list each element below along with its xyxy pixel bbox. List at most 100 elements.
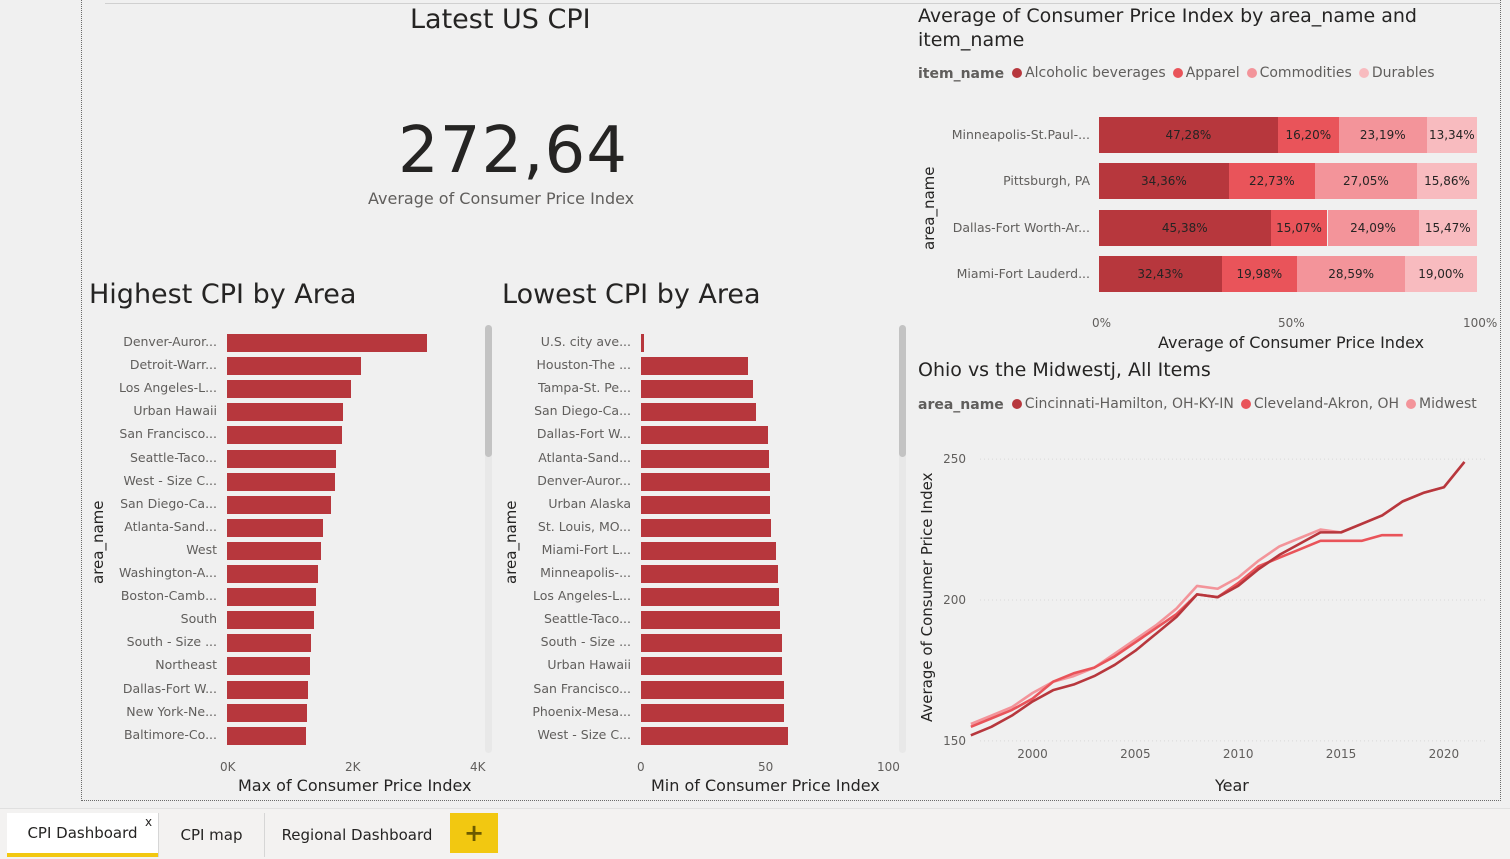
- highest-scrollbar-thumb[interactable]: [485, 325, 492, 457]
- stacked-y-axis-title: area_name: [920, 166, 938, 251]
- highest-category-label: West: [186, 541, 217, 557]
- lowest-bar[interactable]: [641, 541, 776, 560]
- highest-bar[interactable]: [227, 518, 323, 537]
- lowest-category-label: Urban Hawaii: [547, 657, 631, 673]
- stacked-legend-item[interactable]: Durables: [1358, 65, 1435, 81]
- stacked-bar-segment[interactable]: 16,20%: [1277, 117, 1339, 153]
- highest-scrollbar[interactable]: [485, 325, 492, 753]
- highest-bar[interactable]: [227, 472, 336, 491]
- stacked-bar-segment[interactable]: 28,59%: [1297, 256, 1406, 292]
- stacked-bar-segment[interactable]: 24,09%: [1327, 210, 1419, 246]
- stacked-bar-segment[interactable]: 32,43%: [1099, 256, 1222, 292]
- line-legend-item[interactable]: Midwest: [1406, 396, 1477, 412]
- stacked-bar-segment[interactable]: 19,00%: [1405, 256, 1477, 292]
- stacked-legend-label: Alcoholic beverages: [1025, 65, 1166, 81]
- highest-bar[interactable]: [227, 495, 331, 514]
- lowest-bar[interactable]: [641, 357, 749, 376]
- highest-bar[interactable]: [227, 565, 318, 583]
- lowest-scrollbar-thumb[interactable]: [899, 325, 906, 457]
- lowest-bar[interactable]: [641, 726, 789, 745]
- highest-bar[interactable]: [227, 680, 308, 699]
- highest-bar[interactable]: [227, 657, 310, 676]
- highest-category-label: Northeast: [155, 657, 217, 673]
- stacked-bar-segment[interactable]: 15,86%: [1417, 163, 1477, 199]
- highest-bar[interactable]: [227, 449, 336, 468]
- stacked-bar-segment[interactable]: 47,28%: [1099, 117, 1278, 153]
- lowest-category-label: San Diego-Ca...: [534, 403, 631, 419]
- highest-bar[interactable]: [227, 426, 342, 445]
- lowest-bar[interactable]: [641, 472, 770, 491]
- highest-bar[interactable]: [227, 357, 362, 376]
- lowest-category-label: Dallas-Fort W...: [536, 426, 631, 442]
- tab-regional-dashboard[interactable]: Regional Dashboard: [265, 813, 449, 857]
- stacked-bar-segment[interactable]: 13,34%: [1426, 117, 1478, 153]
- highest-bar[interactable]: [227, 611, 314, 630]
- legend-dot-icon: [1246, 68, 1257, 78]
- line-series-2[interactable]: [970, 461, 1466, 726]
- line-series-1[interactable]: [970, 533, 1403, 729]
- stacked-legend-label: Commodities: [1259, 65, 1352, 81]
- lowest-bar[interactable]: [641, 380, 754, 399]
- stacked-bar-segment[interactable]: 45,38%: [1099, 210, 1271, 246]
- highest-category-label: Washington-A...: [119, 565, 217, 580]
- line-legend-item[interactable]: Cincinnati-Hamilton, OH-KY-IN: [1011, 396, 1234, 412]
- lowest-category-label: Denver-Auror...: [537, 472, 631, 488]
- lowest-bar[interactable]: [641, 495, 770, 514]
- line-legend-item[interactable]: Cleveland-Akron, OH: [1240, 396, 1399, 412]
- highest-category-label: South - Size ...: [126, 634, 217, 650]
- stacked-bar-segment[interactable]: 15,07%: [1270, 210, 1328, 246]
- highest-bar[interactable]: [227, 334, 427, 352]
- lowest-bar[interactable]: [641, 334, 644, 352]
- lowest-bar[interactable]: [641, 518, 771, 537]
- tab-cpi-dashboard[interactable]: CPI Dashboard: [7, 813, 158, 857]
- highest-bar[interactable]: [227, 634, 311, 653]
- highest-bar[interactable]: [227, 403, 343, 422]
- stacked-bar-segment[interactable]: 15,47%: [1418, 210, 1478, 246]
- add-page-button[interactable]: +: [450, 813, 498, 853]
- legend-dot-icon: [1240, 399, 1251, 409]
- lowest-category-label: Phoenix-Mesa...: [532, 703, 631, 719]
- card-title: Latest US CPI: [410, 4, 591, 35]
- lowest-category-label: West - Size C...: [537, 726, 631, 742]
- line-series-0[interactable]: [970, 461, 1466, 737]
- highest-tick-1: 2K: [345, 760, 361, 774]
- lowest-bar[interactable]: [641, 703, 784, 722]
- stacked-legend-item[interactable]: Apparel: [1172, 65, 1240, 81]
- lowest-bar[interactable]: [641, 634, 782, 653]
- page-tabs-bar: CPI Dashboard x CPI map Regional Dashboa…: [0, 808, 1510, 859]
- stacked-bar-segment[interactable]: 22,73%: [1228, 163, 1315, 199]
- line-y-tick-label: 200: [943, 593, 966, 607]
- highest-category-label: West - Size C...: [123, 472, 217, 488]
- stacked-bar-segment[interactable]: 34,36%: [1099, 163, 1229, 199]
- lowest-bar[interactable]: [641, 657, 783, 676]
- tab-cpi-map[interactable]: CPI map: [159, 813, 264, 857]
- lowest-y-axis-title: area_name: [502, 500, 520, 585]
- stacked-legend-item[interactable]: Alcoholic beverages: [1012, 65, 1166, 81]
- stacked-tick-2: 100%: [1463, 316, 1498, 330]
- highest-bar[interactable]: [227, 726, 307, 745]
- line-y-axis-title: Average of Consumer Price Index: [918, 472, 936, 723]
- highest-category-label: Denver-Auror...: [123, 334, 217, 349]
- lowest-bar[interactable]: [641, 403, 756, 422]
- highest-bar[interactable]: [227, 541, 322, 560]
- highest-chart-title: Highest CPI by Area: [89, 279, 357, 310]
- line-x-tick-label: 2000: [1017, 747, 1048, 760]
- lowest-category-label: Miami-Fort L...: [541, 541, 631, 557]
- lowest-bar[interactable]: [641, 680, 784, 699]
- tab-cpi-map-label: CPI map: [180, 826, 243, 844]
- stacked-bar-segment[interactable]: 27,05%: [1314, 163, 1418, 199]
- stacked-bar-segment[interactable]: 19,98%: [1221, 256, 1298, 292]
- close-tab-icon[interactable]: x: [145, 815, 153, 829]
- stacked-legend-item[interactable]: Commodities: [1246, 65, 1352, 81]
- lowest-bar[interactable]: [641, 426, 769, 445]
- highest-category-label: Atlanta-Sand...: [124, 518, 217, 534]
- highest-bar[interactable]: [227, 588, 316, 607]
- lowest-scrollbar[interactable]: [899, 325, 906, 753]
- highest-bar[interactable]: [227, 380, 351, 399]
- lowest-bar[interactable]: [641, 611, 781, 630]
- stacked-bar-segment[interactable]: 23,19%: [1338, 117, 1427, 153]
- highest-bar[interactable]: [227, 703, 307, 722]
- lowest-bar[interactable]: [641, 565, 779, 583]
- lowest-bar[interactable]: [641, 449, 770, 468]
- lowest-bar[interactable]: [641, 588, 780, 607]
